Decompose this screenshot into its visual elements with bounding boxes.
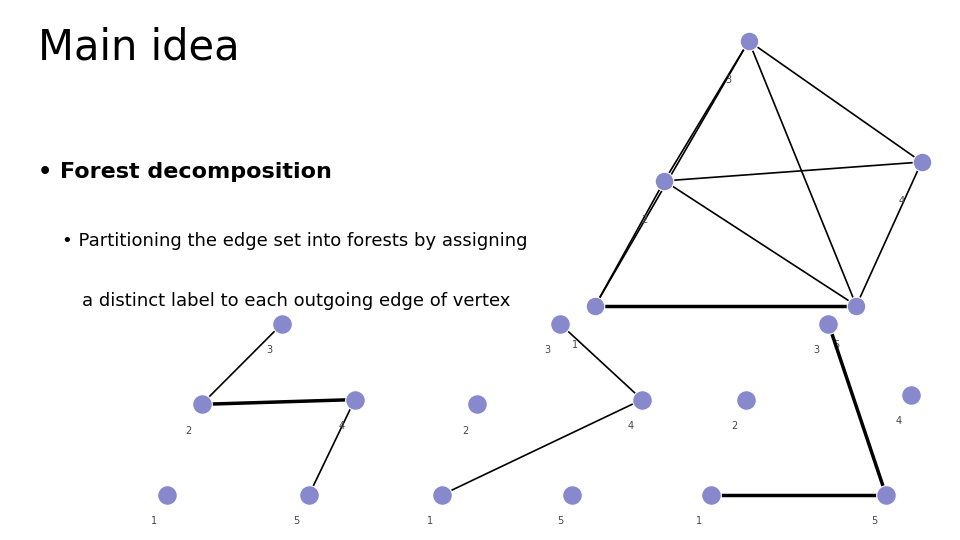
Text: 2: 2	[463, 426, 468, 436]
Text: 4: 4	[896, 416, 902, 426]
Point	[194, 400, 209, 409]
Text: 5: 5	[871, 516, 877, 526]
Point	[552, 319, 567, 328]
Text: 5: 5	[293, 516, 300, 526]
Text: • Partitioning the edge set into forests by assigning: • Partitioning the edge set into forests…	[62, 232, 528, 250]
Point	[657, 177, 672, 185]
Text: 4: 4	[627, 421, 634, 431]
Point	[878, 490, 894, 499]
Point	[275, 319, 290, 328]
Text: 3: 3	[266, 345, 273, 355]
Text: • Forest decomposition: • Forest decomposition	[38, 162, 332, 182]
Text: 3: 3	[726, 75, 732, 85]
Text: 2: 2	[641, 215, 648, 225]
Point	[159, 490, 175, 499]
Point	[704, 490, 719, 499]
Point	[903, 390, 919, 399]
Point	[738, 395, 754, 404]
Text: 1: 1	[427, 516, 434, 526]
Point	[741, 37, 756, 45]
Text: a distinct label to each outgoing edge of vertex: a distinct label to each outgoing edge o…	[82, 292, 510, 309]
Text: 4: 4	[339, 421, 345, 431]
Point	[435, 490, 450, 499]
Point	[348, 395, 363, 404]
Point	[914, 158, 929, 166]
Text: 4: 4	[899, 196, 904, 206]
Point	[301, 490, 317, 499]
Text: 3: 3	[813, 345, 820, 355]
Point	[821, 319, 836, 328]
Point	[564, 490, 580, 499]
Point	[635, 395, 650, 404]
Text: 2: 2	[732, 421, 737, 431]
Point	[469, 400, 485, 409]
Text: 1: 1	[696, 516, 703, 526]
Text: 5: 5	[833, 340, 840, 350]
Point	[588, 301, 603, 310]
Text: 1: 1	[572, 340, 578, 350]
Text: 3: 3	[544, 345, 551, 355]
Text: 2: 2	[185, 426, 192, 436]
Point	[849, 301, 864, 310]
Text: 1: 1	[151, 516, 156, 526]
Text: Main idea: Main idea	[38, 27, 240, 69]
Text: 5: 5	[557, 516, 564, 526]
